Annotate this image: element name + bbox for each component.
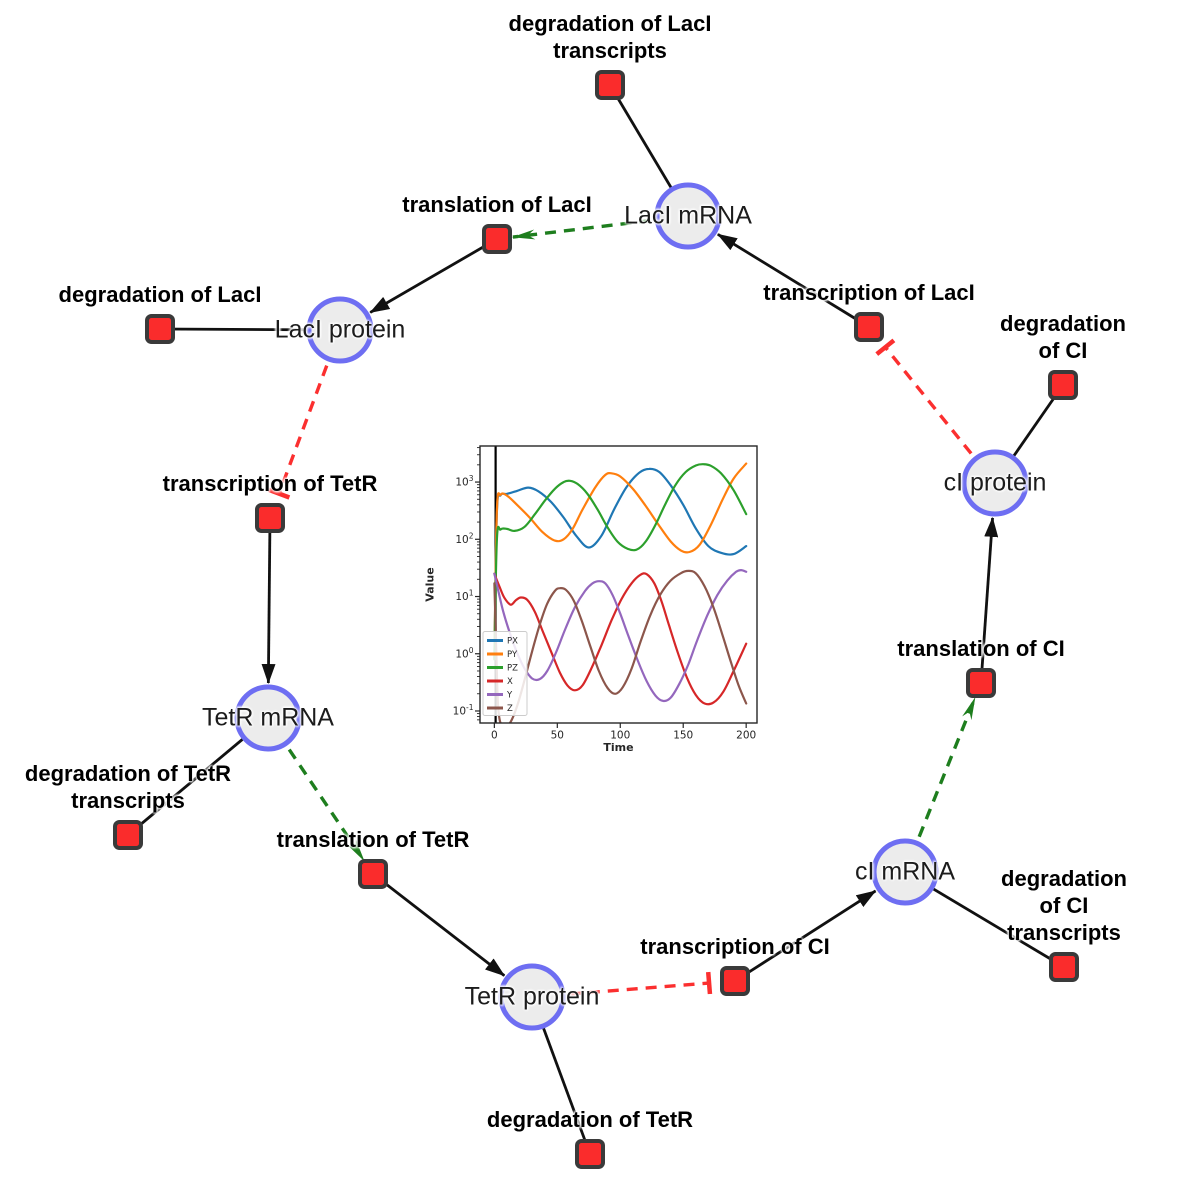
reaction-node-degradation-of-laci[interactable] xyxy=(145,314,175,344)
x-tick-label-150: 150 xyxy=(673,730,693,742)
legend-label-Z: Z xyxy=(507,704,513,714)
inset-plot-svg: 0 50 100 150 200 10-1 100 101 102 103 PX PY PZ XYZ Tim… xyxy=(424,445,758,754)
reaction-node-transcription-of-tetr[interactable] xyxy=(255,503,285,533)
reaction-node-degradation-of-tetr-transcripts[interactable] xyxy=(113,820,143,850)
plot-series-X xyxy=(493,572,748,706)
species-node-laci-protein[interactable] xyxy=(306,296,374,364)
plot-series-Y xyxy=(493,568,748,703)
species-node-tetr-protein[interactable] xyxy=(498,963,566,1031)
species-node-ci-mrna[interactable] xyxy=(871,838,939,906)
y-tick-label-1e3: 103 xyxy=(455,474,473,489)
edge-arrow-translation-of-ci-to-ci-protein xyxy=(979,516,999,684)
inset-plot: 0 50 100 150 200 10-1 100 101 102 103 PX PY PZ X Y Z Tim… xyxy=(420,430,780,775)
y-axis-label: Value xyxy=(424,567,437,601)
reaction-node-translation-of-laci[interactable] xyxy=(482,224,512,254)
edge-arrow-transcription-of-ci-to-ci-mrna xyxy=(734,889,877,983)
x-tick-label-0: 0 xyxy=(491,730,498,742)
edge-activation-ci-mrna-to-translation-of-ci xyxy=(903,696,977,873)
edge-arrow-translation-of-laci-to-laci-protein xyxy=(369,237,498,314)
y-tick-label-1e1: 101 xyxy=(455,589,473,604)
reaction-node-translation-of-ci[interactable] xyxy=(966,668,996,698)
legend-label-PY: PY xyxy=(507,650,518,660)
x-tick-label-200: 200 xyxy=(736,730,756,742)
plot-series-PY xyxy=(493,462,748,661)
x-tick-label-100: 100 xyxy=(610,730,630,742)
plot-series-PX xyxy=(493,467,748,661)
legend-label-X: X xyxy=(507,677,513,687)
nodes-group xyxy=(113,70,1079,1169)
y-tick-label-1e-1: 10-1 xyxy=(453,703,474,718)
edge-arrow-transcription-of-tetr-to-tetr-mrna xyxy=(261,517,276,685)
reaction-node-transcription-of-ci[interactable] xyxy=(720,966,750,996)
species-node-tetr-mrna[interactable] xyxy=(234,684,302,752)
x-axis-label: Time xyxy=(603,741,633,754)
y-tick-label-1e2: 102 xyxy=(455,531,473,546)
species-node-ci-protein[interactable] xyxy=(961,449,1029,517)
reaction-node-degradation-of-ci-transcripts[interactable] xyxy=(1049,952,1079,982)
y-tick-label-1e0: 100 xyxy=(455,646,473,661)
legend-label-Y: Y xyxy=(506,691,513,701)
plot-series-PZ xyxy=(493,463,748,661)
reaction-node-degradation-of-tetr[interactable] xyxy=(575,1139,605,1169)
reaction-node-degradation-of-laci-transcripts[interactable] xyxy=(595,70,625,100)
edge-arrow-transcription-of-laci-to-laci-mrna xyxy=(716,233,870,329)
axis-ticks: 0 50 100 150 200 10-1 100 101 102 103 xyxy=(453,447,756,742)
legend-label-PX: PX xyxy=(507,637,518,647)
legend-label-PZ: PZ xyxy=(507,664,518,674)
edge-arrow-translation-of-tetr-to-tetr-protein xyxy=(372,872,506,977)
plot-frame xyxy=(479,445,758,724)
reaction-node-degradation-of-ci[interactable] xyxy=(1048,370,1078,400)
plot-curves xyxy=(493,462,748,723)
species-node-laci-mrna[interactable] xyxy=(654,182,722,250)
reaction-node-transcription-of-laci[interactable] xyxy=(854,312,884,342)
x-tick-label-50: 50 xyxy=(551,730,564,742)
plot-legend: PX PY PZ XYZ xyxy=(482,631,528,716)
reaction-node-translation-of-tetr[interactable] xyxy=(358,859,388,889)
